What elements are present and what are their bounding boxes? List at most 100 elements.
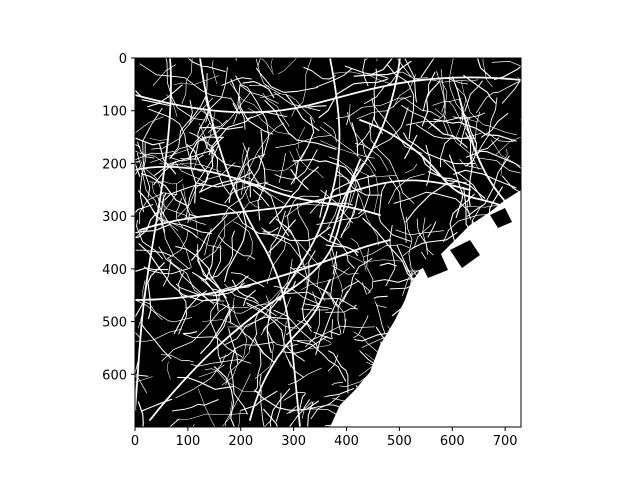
y-tick-label: 400 xyxy=(102,263,127,278)
axes-frame xyxy=(134,57,522,428)
road xyxy=(356,95,412,120)
road xyxy=(204,137,223,184)
road xyxy=(232,297,254,342)
road xyxy=(175,354,226,399)
road xyxy=(341,280,360,292)
road xyxy=(189,132,230,195)
road xyxy=(354,143,371,150)
landfill-island xyxy=(300,372,335,402)
road xyxy=(459,159,482,170)
road xyxy=(286,291,359,310)
road xyxy=(135,299,163,321)
road xyxy=(490,139,521,166)
road xyxy=(335,97,404,119)
road xyxy=(198,171,253,193)
road xyxy=(335,169,383,196)
road xyxy=(465,118,478,167)
road xyxy=(385,224,396,287)
road xyxy=(263,151,306,172)
road xyxy=(135,89,143,99)
road xyxy=(466,186,470,214)
landfill-island xyxy=(330,330,360,360)
road xyxy=(170,157,196,162)
road xyxy=(274,92,321,112)
road xyxy=(275,392,282,422)
x-tick-label: 100 xyxy=(175,434,200,449)
road xyxy=(199,58,301,427)
road xyxy=(212,198,262,250)
road xyxy=(175,282,255,296)
road xyxy=(137,152,222,173)
road xyxy=(242,289,256,307)
road xyxy=(325,292,346,328)
road xyxy=(260,58,274,75)
road xyxy=(320,189,353,224)
road xyxy=(141,99,171,107)
road xyxy=(292,325,376,342)
road xyxy=(320,140,379,214)
road xyxy=(440,137,452,168)
road xyxy=(404,98,441,118)
road xyxy=(275,135,332,148)
road xyxy=(259,374,265,427)
road xyxy=(287,195,320,233)
road xyxy=(329,331,393,342)
road xyxy=(465,204,504,208)
road xyxy=(285,93,320,132)
road xyxy=(147,262,165,320)
road xyxy=(396,58,412,78)
road xyxy=(182,331,198,335)
road xyxy=(135,76,521,114)
road xyxy=(495,136,521,155)
road xyxy=(283,321,292,368)
road xyxy=(140,173,189,207)
road xyxy=(296,203,311,252)
road xyxy=(149,138,170,141)
road xyxy=(342,258,373,303)
road xyxy=(333,71,396,86)
road xyxy=(254,337,276,364)
road xyxy=(301,250,316,329)
road xyxy=(387,64,415,140)
road xyxy=(350,238,367,272)
y-tick-label: 600 xyxy=(102,368,127,383)
road xyxy=(208,116,253,156)
road xyxy=(135,165,381,216)
road xyxy=(303,66,336,80)
road xyxy=(264,99,337,150)
road xyxy=(359,119,501,206)
road xyxy=(456,87,517,136)
landfill-island xyxy=(355,292,378,318)
road xyxy=(138,243,221,302)
road xyxy=(335,255,403,263)
road xyxy=(349,104,389,171)
landfill-island xyxy=(450,240,480,268)
road xyxy=(379,262,397,267)
road xyxy=(396,71,428,80)
road xyxy=(313,331,336,341)
road xyxy=(177,376,234,390)
road xyxy=(204,368,258,392)
road xyxy=(421,81,440,127)
road xyxy=(239,84,279,104)
x-tick-label: 500 xyxy=(387,434,412,449)
road xyxy=(135,239,391,301)
road xyxy=(207,119,228,133)
road xyxy=(362,58,369,87)
road xyxy=(137,401,144,427)
road xyxy=(181,58,193,104)
road xyxy=(493,65,521,80)
road xyxy=(140,160,165,228)
road xyxy=(249,262,308,309)
road xyxy=(371,107,409,150)
road xyxy=(275,218,303,265)
road xyxy=(273,309,319,350)
road xyxy=(291,58,312,117)
y-tick-label: 100 xyxy=(102,105,127,120)
road xyxy=(370,58,394,76)
road xyxy=(489,133,514,143)
road xyxy=(376,58,378,62)
road xyxy=(135,249,173,257)
road xyxy=(315,298,339,356)
road xyxy=(221,320,247,386)
